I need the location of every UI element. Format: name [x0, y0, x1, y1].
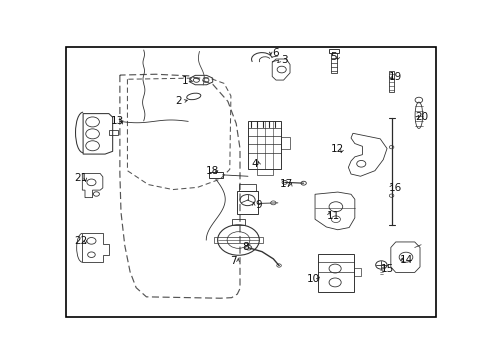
Bar	[317, 255, 353, 292]
Text: 18: 18	[205, 166, 218, 176]
Text: 21: 21	[74, 174, 87, 184]
Bar	[239, 184, 255, 191]
Text: 12: 12	[330, 144, 344, 154]
Bar	[329, 49, 338, 53]
Bar	[388, 71, 393, 92]
Bar	[237, 191, 258, 214]
Bar	[109, 130, 118, 135]
Text: 13: 13	[110, 116, 123, 126]
Text: 1: 1	[182, 76, 188, 86]
Text: 8: 8	[242, 242, 248, 252]
Text: 5: 5	[330, 51, 337, 62]
Text: 16: 16	[388, 183, 401, 193]
Text: 10: 10	[306, 274, 319, 284]
Bar	[281, 138, 289, 149]
Text: 7: 7	[230, 256, 236, 266]
Bar	[247, 121, 281, 169]
Text: 2: 2	[175, 96, 182, 107]
Text: 6: 6	[271, 48, 278, 58]
Text: 9: 9	[254, 201, 261, 210]
Bar	[353, 268, 361, 276]
Text: 20: 20	[414, 112, 427, 122]
Text: 3: 3	[281, 55, 287, 66]
Text: 15: 15	[381, 264, 394, 274]
Text: 4: 4	[250, 159, 257, 169]
Text: 11: 11	[326, 211, 339, 221]
Text: 17: 17	[280, 179, 293, 189]
Bar	[213, 237, 263, 243]
Text: 14: 14	[399, 255, 412, 265]
Text: 19: 19	[388, 72, 401, 82]
Text: 22: 22	[74, 235, 87, 246]
Bar	[257, 169, 272, 175]
Bar	[330, 53, 336, 73]
Bar	[231, 219, 245, 225]
Bar	[208, 172, 222, 177]
